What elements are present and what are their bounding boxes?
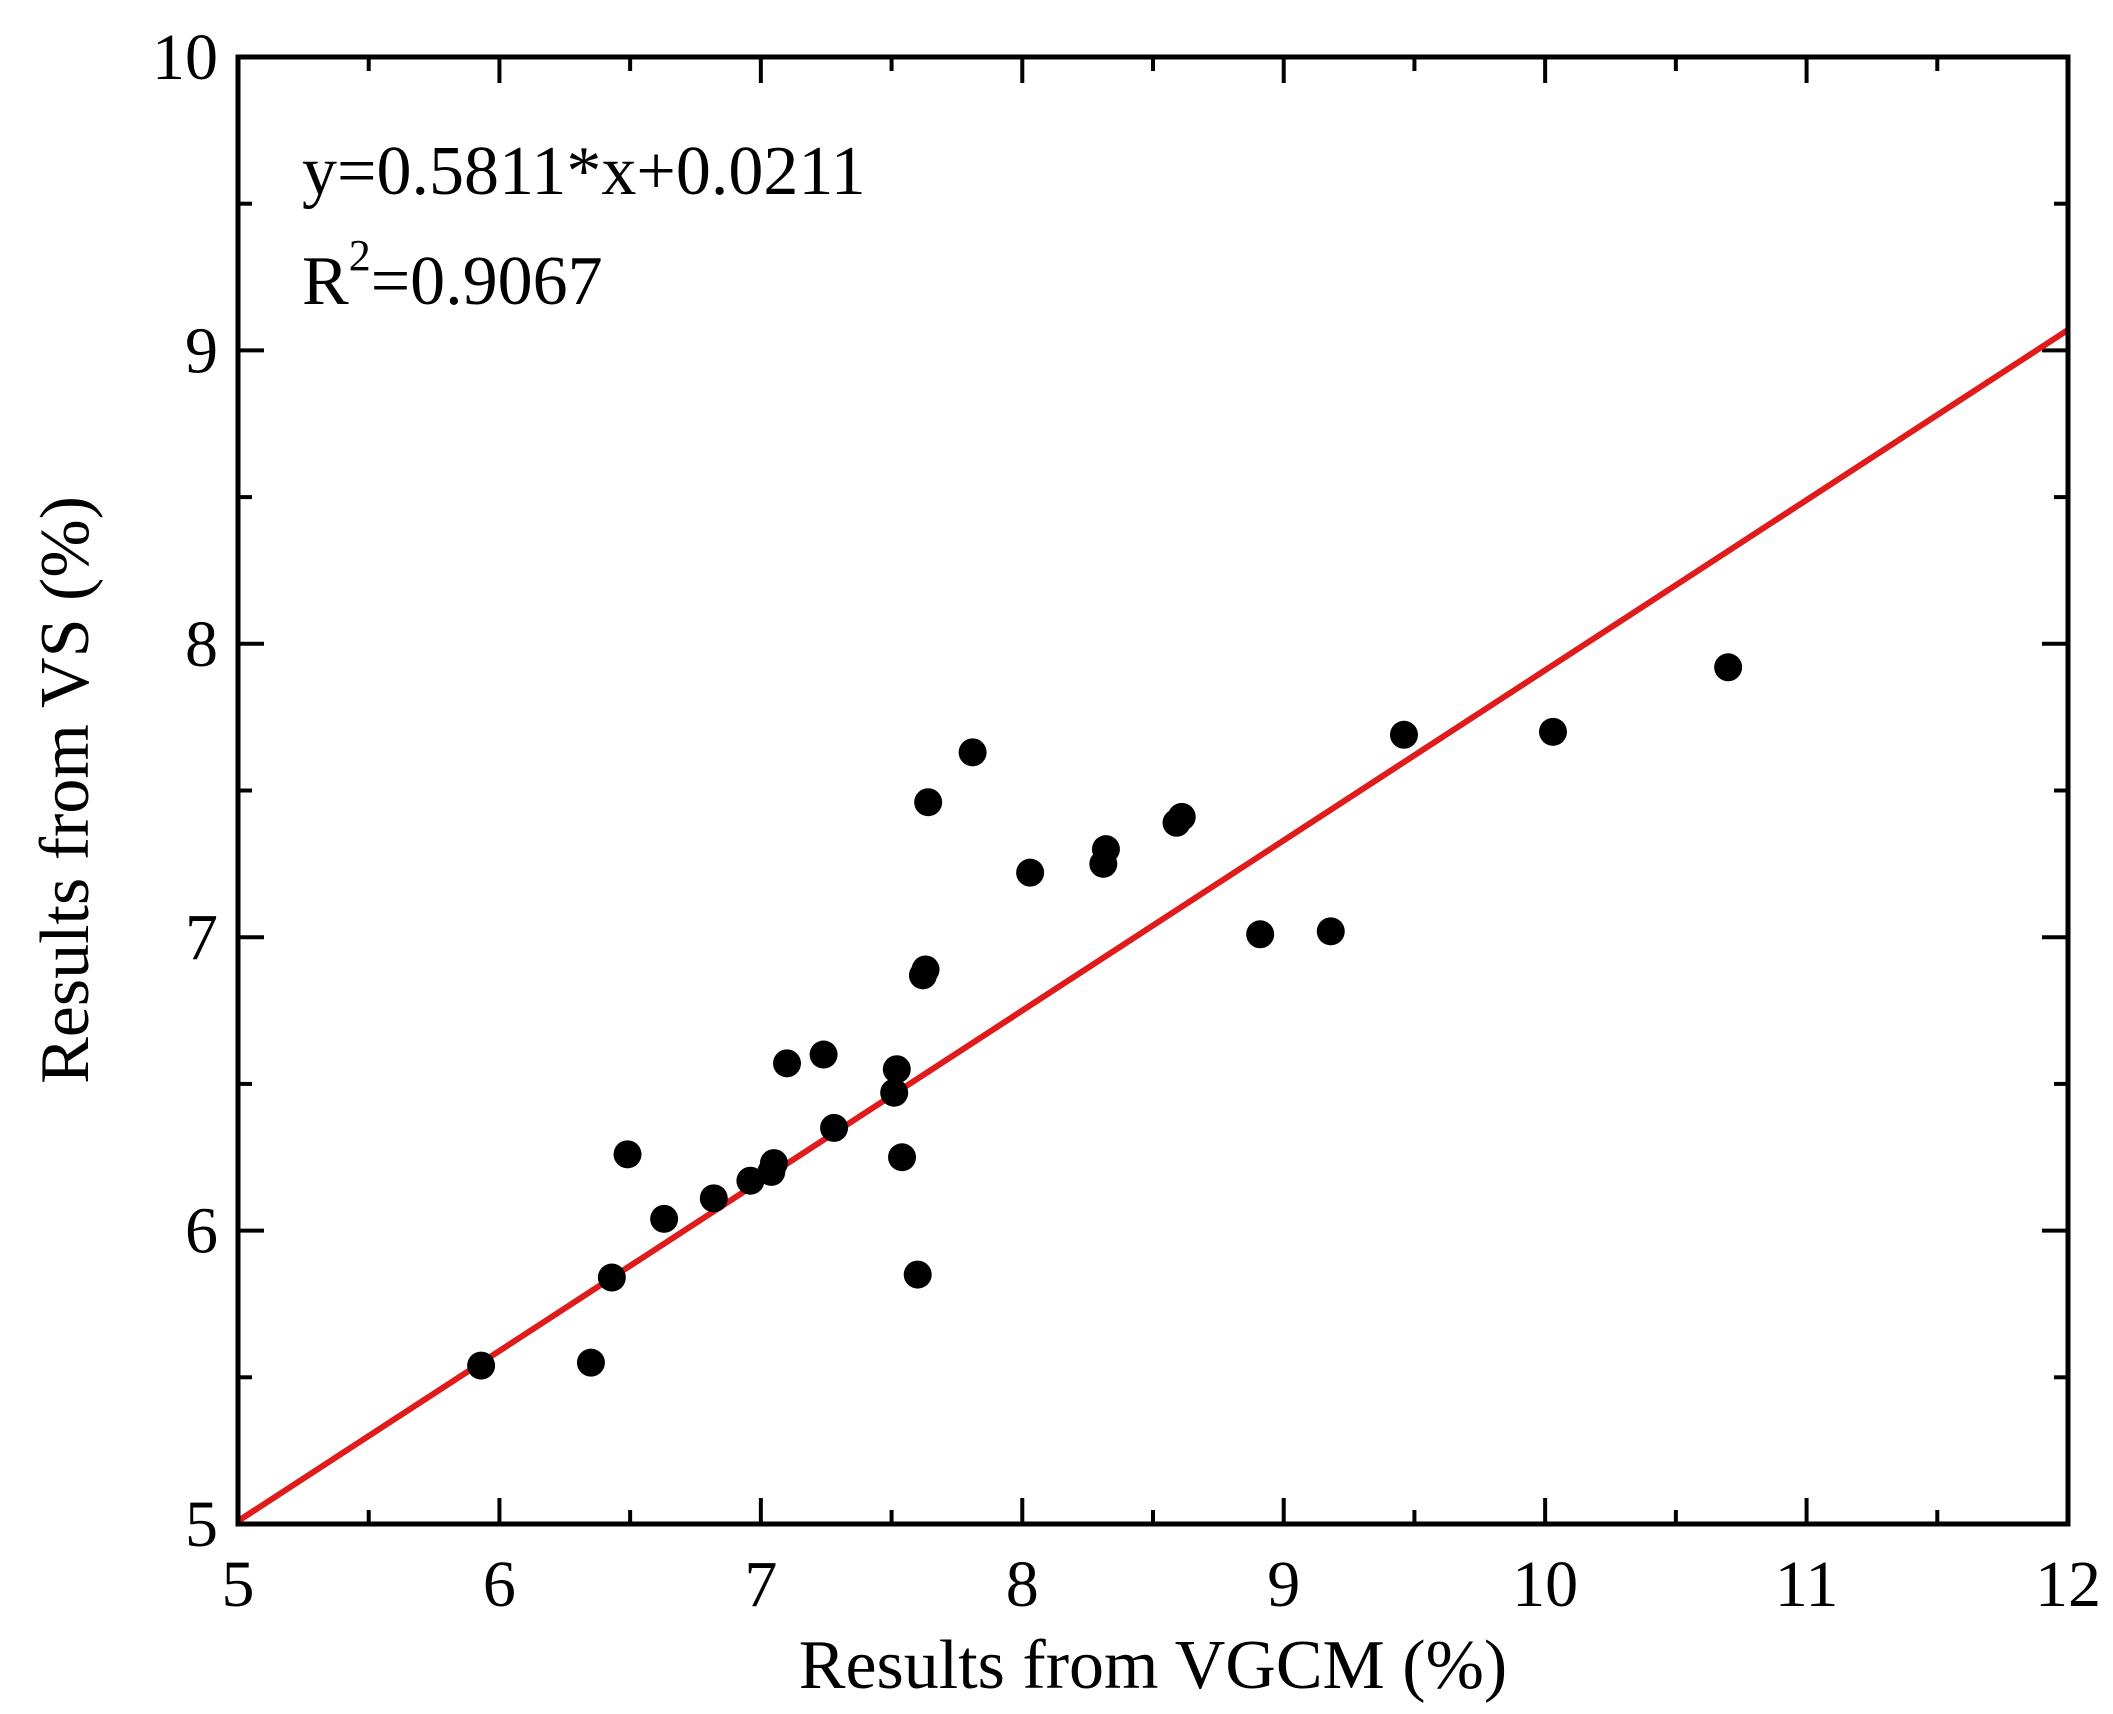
data-point: [888, 1143, 917, 1172]
y-tick-label: 6: [185, 1195, 218, 1268]
x-tick-label: 5: [222, 1548, 255, 1621]
data-point: [773, 1049, 801, 1078]
x-tick-label: 8: [1006, 1548, 1039, 1621]
data-point: [911, 955, 940, 984]
data-point: [1538, 717, 1567, 746]
r-squared-prefix: R: [302, 243, 349, 320]
x-axis-title: Results from VGCM (%): [799, 1627, 1507, 1704]
equation-annotation: y=0.5811*x+0.0211: [302, 133, 866, 210]
data-point: [1167, 802, 1196, 831]
data-points: [467, 653, 1743, 1380]
x-tick-label: 6: [483, 1548, 516, 1621]
y-tick-label: 9: [185, 314, 218, 387]
data-point: [759, 1149, 788, 1178]
data-point: [1714, 653, 1743, 682]
r-squared-superscript: 2: [349, 231, 371, 280]
data-point: [467, 1351, 496, 1380]
plot-frame: [235, 54, 2071, 1527]
r-squared-annotation: R2=0.9067: [302, 231, 603, 320]
y-tick-label: 5: [185, 1488, 218, 1561]
x-tick-label: 7: [744, 1548, 777, 1621]
data-point: [1016, 858, 1045, 887]
data-point: [880, 1078, 909, 1107]
data-point: [650, 1204, 679, 1233]
data-point: [1091, 835, 1120, 864]
data-point: [903, 1260, 932, 1289]
y-axis-title: Results from VS (%): [27, 496, 104, 1084]
data-point: [882, 1055, 911, 1084]
data-point: [1389, 720, 1418, 749]
data-point: [576, 1348, 605, 1377]
y-tick-label: 7: [185, 901, 218, 974]
data-point: [820, 1113, 849, 1142]
data-point: [1316, 917, 1345, 946]
x-tick-label: 12: [2035, 1548, 2101, 1621]
data-point: [613, 1140, 642, 1169]
y-tick-label: 8: [185, 608, 218, 681]
data-point: [1246, 920, 1275, 949]
data-point: [699, 1184, 728, 1213]
x-tick-label: 9: [1267, 1548, 1300, 1621]
data-point: [597, 1263, 626, 1292]
y-tick-label: 10: [152, 21, 218, 94]
data-point: [809, 1040, 838, 1069]
data-point: [914, 788, 943, 817]
x-tick-label: 10: [1512, 1548, 1578, 1621]
data-point: [736, 1166, 765, 1195]
fit-line: [236, 327, 2070, 1524]
data-point: [958, 738, 987, 767]
r-squared-value: =0.9067: [371, 243, 603, 320]
x-tick-label: 11: [1775, 1548, 1839, 1621]
tick-labels: 5 6 7 8 9 10 11 12 5 6 7 8 9 10: [152, 21, 2101, 1621]
